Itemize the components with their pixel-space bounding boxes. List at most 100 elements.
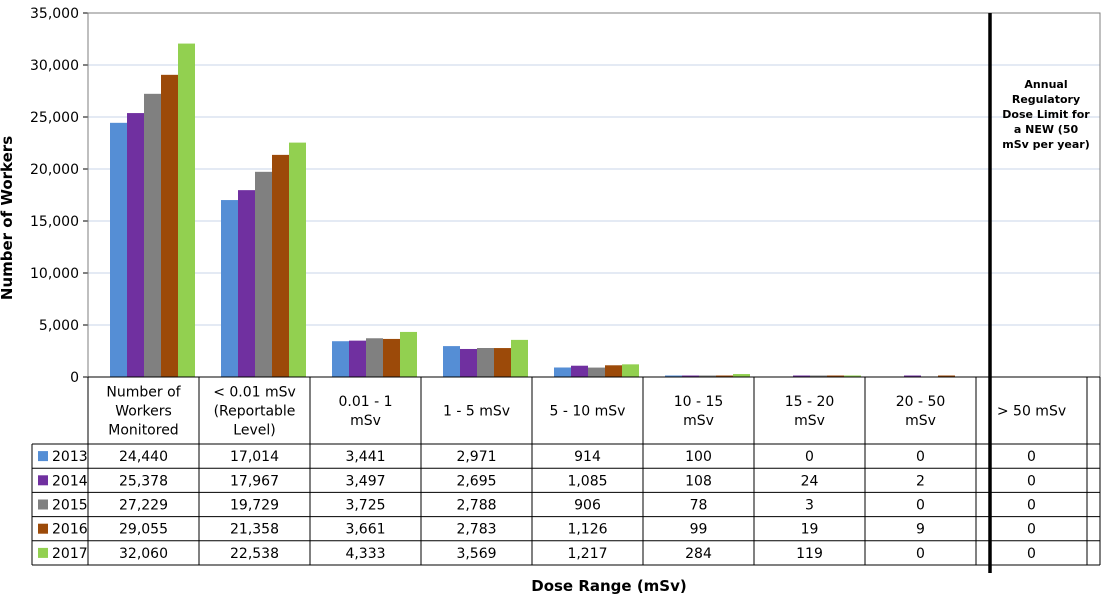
bar-2017-4 (622, 364, 639, 377)
y-tick-label: 5,000 (39, 318, 79, 334)
bar-2015-4 (588, 367, 605, 377)
bar-2016-7 (938, 375, 955, 377)
cell-2017-7: 0 (916, 546, 925, 562)
cell-2014-7: 2 (916, 473, 925, 489)
bar-2013-1 (221, 200, 238, 377)
axes: 0 5,000 10,000 15,000 20,000 25,000 30,000 35,0… (30, 6, 1101, 386)
bar-2014-5 (682, 375, 699, 377)
legend-swatch-2015 (38, 499, 48, 510)
bar-2014-6 (793, 375, 810, 377)
legend-label-2017: 2017 (52, 546, 88, 562)
bar-2016-3 (494, 348, 511, 377)
bar-2013-3 (443, 346, 460, 377)
bars (110, 43, 955, 378)
x-axis-title: Dose Range (mSv) (531, 577, 687, 595)
cell-2017-5: 284 (685, 546, 712, 562)
category-label-5: 10 - 15 mSv (674, 394, 724, 429)
category-label-6: 15 - 20 mSv (785, 394, 835, 429)
legend-swatch-2014 (38, 475, 48, 486)
y-tick-label: 20,000 (30, 162, 79, 178)
bar-2017-5 (733, 374, 750, 377)
cell-2015-5: 78 (690, 498, 708, 514)
cell-2017-8: 0 (1027, 546, 1036, 562)
cell-2017-0: 32,060 (119, 546, 168, 562)
bar-2017-3 (511, 339, 528, 377)
bar-2015-6 (810, 375, 827, 377)
legend-label-2014: 2014 (52, 473, 88, 489)
bar-2017-0 (178, 43, 195, 378)
cell-2015-4: 906 (574, 498, 601, 514)
bar-2014-1 (238, 190, 255, 377)
cell-2017-1: 22,538 (230, 546, 279, 562)
legend-label-2016: 2016 (52, 522, 88, 538)
data-table: Number of Workers Monitored < 0.01 mSv (Repo… (31, 377, 1101, 566)
bar-2016-6 (827, 375, 844, 377)
cell-2014-6: 24 (801, 473, 819, 489)
bar-2013-5 (665, 375, 682, 377)
bar-2013-4 (554, 367, 571, 377)
legend-swatch-2016 (38, 523, 48, 534)
cell-2016-0: 29,055 (119, 522, 168, 538)
bar-2016-0 (161, 74, 178, 377)
bar-2017-6 (844, 375, 861, 377)
bar-2016-4 (605, 365, 622, 377)
category-label-1: < 0.01 mSv (Reportable Level) (213, 385, 296, 439)
cell-2014-5: 108 (685, 473, 712, 489)
cell-2016-2: 3,661 (345, 522, 385, 538)
regulatory-limit-annotation: Annual Regulatory Dose Limit for a NEW (50 m… (988, 13, 1090, 573)
bar-2014-3 (460, 348, 477, 377)
category-label-0: Number of Workers Monitored (106, 385, 181, 439)
cell-2015-8: 0 (1027, 498, 1036, 514)
cell-2016-6: 19 (801, 522, 819, 538)
cell-2015-0: 27,229 (119, 498, 168, 514)
bar-2015-3 (477, 348, 494, 377)
cell-2016-3: 2,783 (456, 522, 496, 538)
bar-2015-0 (144, 93, 161, 378)
y-tick-label: 10,000 (30, 266, 79, 282)
cell-2015-6: 3 (805, 498, 814, 514)
cell-2016-8: 0 (1027, 522, 1036, 538)
category-label-4: 5 - 10 mSv (550, 404, 626, 420)
cell-2013-3: 2,971 (456, 449, 496, 465)
cell-2016-5: 99 (690, 522, 708, 538)
bar-2015-5 (699, 375, 716, 377)
y-tick-label: 35,000 (30, 6, 79, 22)
cell-2013-0: 24,440 (119, 449, 168, 465)
bar-2014-7 (904, 375, 921, 377)
cell-2015-3: 2,788 (456, 498, 496, 514)
category-label-2: 0.01 - 1 mSv (338, 394, 392, 429)
cell-2013-8: 0 (1027, 449, 1036, 465)
bar-2016-1 (272, 154, 289, 377)
y-tick-label: 25,000 (30, 110, 79, 126)
legend-label-2013: 2013 (52, 449, 88, 465)
bar-2016-5 (716, 375, 733, 377)
cell-2015-1: 19,729 (230, 498, 279, 514)
bar-2013-0 (110, 122, 127, 377)
cell-2015-2: 3,725 (345, 498, 385, 514)
cell-2016-7: 9 (916, 522, 925, 538)
bar-2014-4 (571, 365, 588, 377)
y-tick-label: 15,000 (30, 214, 79, 230)
bar-2015-1 (255, 171, 272, 377)
cell-2014-4: 1,085 (567, 473, 607, 489)
bar-2017-2 (400, 331, 417, 377)
cell-2017-3: 3,569 (456, 546, 496, 562)
category-label-7: 20 - 50 mSv (896, 394, 946, 429)
cell-2013-5: 100 (685, 449, 712, 465)
cell-2013-7: 0 (916, 449, 925, 465)
cell-2017-4: 1,217 (567, 546, 607, 562)
bar-2015-2 (366, 338, 383, 377)
y-tick-label: 30,000 (30, 58, 79, 74)
cell-2014-8: 0 (1027, 473, 1036, 489)
bar-2016-2 (383, 338, 400, 377)
cell-2014-0: 25,378 (119, 473, 168, 489)
bar-2014-2 (349, 340, 366, 377)
y-tick-label: 0 (70, 370, 79, 386)
cell-2013-6: 0 (805, 449, 814, 465)
cell-2016-4: 1,126 (567, 522, 607, 538)
legend-swatch-2013 (38, 451, 48, 462)
cell-2013-4: 914 (574, 449, 601, 465)
y-axis-title: Number of Workers (0, 136, 16, 300)
legend-label-2015: 2015 (52, 498, 88, 514)
